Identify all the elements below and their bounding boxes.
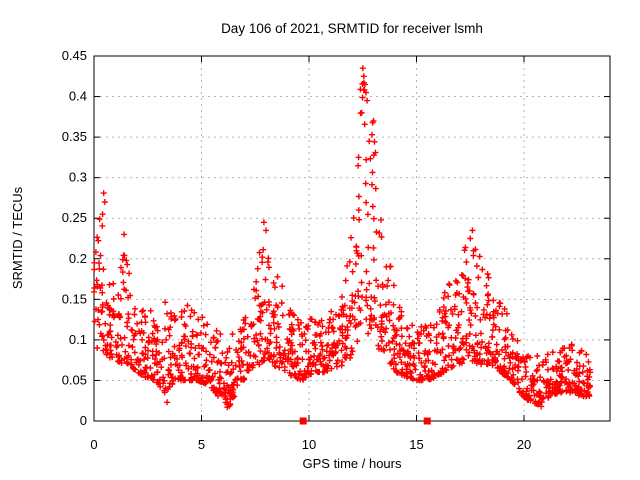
y-tick-label: 0.3 xyxy=(69,170,87,185)
y-tick-label: 0.1 xyxy=(69,332,87,347)
y-axis-label: SRMTID / TECUs xyxy=(10,186,25,289)
y-tick-label: 0.15 xyxy=(62,291,87,306)
y-tick-label: 0.35 xyxy=(62,129,87,144)
x-tick-label: 15 xyxy=(409,437,423,452)
x-tick-label: 20 xyxy=(517,437,531,452)
x-axis-label: GPS time / hours xyxy=(303,456,402,471)
flagged-epoch-markers xyxy=(299,417,431,425)
y-tick-labels: 0 0.05 0.1 0.15 0.2 0.25 0.3 0.35 0.4 0.45 xyxy=(62,48,87,428)
y-tick-label: 0 xyxy=(80,413,87,428)
x-tick-label: 10 xyxy=(302,437,316,452)
y-tick-label: 0.05 xyxy=(62,372,87,387)
x-tick-labels: 0 5 10 15 20 xyxy=(90,437,531,452)
plot-border xyxy=(93,55,611,422)
srmtid-scatter-series xyxy=(91,65,594,411)
x-tick-label: 0 xyxy=(90,437,97,452)
flagged-epoch-square xyxy=(299,417,307,425)
y-tick-label: 0.45 xyxy=(62,48,87,63)
y-tick-label: 0.4 xyxy=(69,89,87,104)
y-tick-label: 0.25 xyxy=(62,210,87,225)
y-tick-label: 0.2 xyxy=(69,251,87,266)
chart-title: Day 106 of 2021, SRMTID for receiver lsm… xyxy=(221,21,483,36)
flagged-epoch-square xyxy=(423,417,431,425)
x-tick-label: 5 xyxy=(198,437,205,452)
